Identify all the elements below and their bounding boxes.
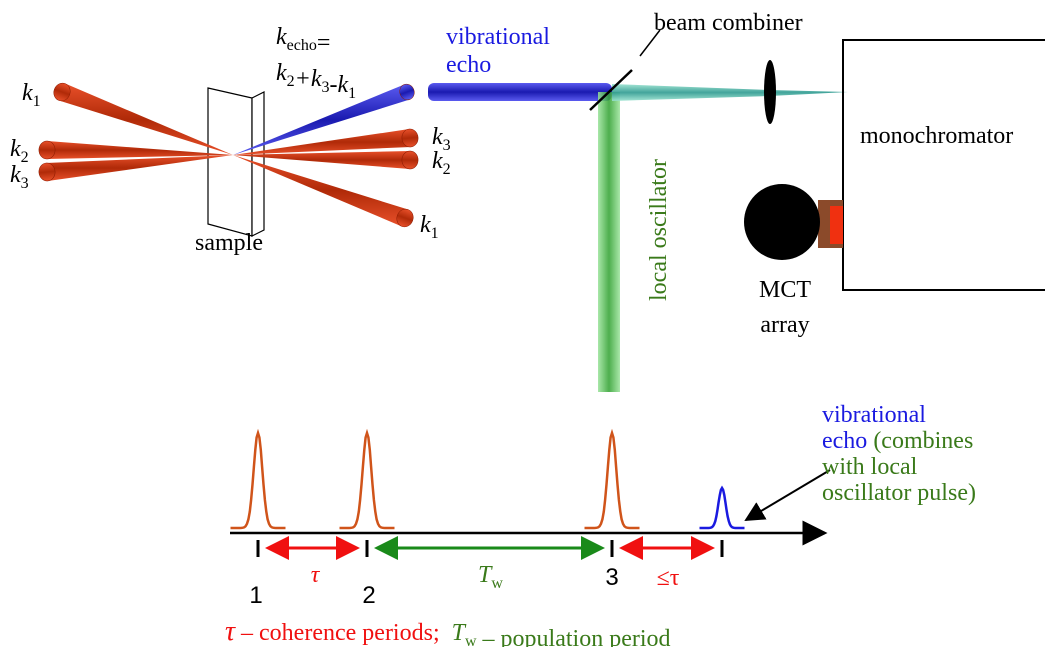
symbol: -k <box>330 72 349 98</box>
marker-label: 2 <box>362 582 375 609</box>
caption-tau-desc: – coherence periods; <box>235 620 452 646</box>
symbol: k <box>432 124 443 150</box>
marker-label: 3 <box>605 564 618 591</box>
pulse <box>584 428 640 530</box>
beam <box>233 84 410 155</box>
pulse <box>230 428 286 530</box>
beam <box>46 155 233 181</box>
detector-label: MCT <box>759 277 811 303</box>
detector-label: array <box>760 312 809 338</box>
subscript: 2 <box>287 73 295 90</box>
caption-tw-desc: – population period <box>477 626 671 647</box>
subscript: w <box>491 575 503 592</box>
beam <box>46 141 234 159</box>
note-line: echo (combines <box>822 428 973 454</box>
symbol: k <box>10 136 21 162</box>
equals: = <box>317 30 331 56</box>
subscript: 1 <box>348 85 356 102</box>
symbol: k <box>276 60 287 86</box>
lens <box>764 60 776 124</box>
combined-beam <box>612 84 848 101</box>
beam-end <box>396 208 414 228</box>
beam-combiner <box>589 69 633 111</box>
local-oscillator-beam <box>598 92 620 392</box>
beam-combiner-label: beam combiner <box>654 10 803 36</box>
beam <box>233 155 409 227</box>
echo-label: echo <box>446 52 491 78</box>
subscript: 3 <box>21 175 29 192</box>
subscript: 2 <box>443 161 451 178</box>
symbol: k <box>432 148 443 174</box>
beam-label: k3 <box>10 162 29 192</box>
symbol: k <box>10 162 21 188</box>
note-echo: echo <box>822 428 867 454</box>
monochromator-box <box>842 39 1045 291</box>
monochromator-label: monochromator <box>860 123 1013 149</box>
echo-beam <box>428 83 612 101</box>
subscript: 3 <box>322 79 330 96</box>
pulse <box>699 485 745 530</box>
beam-label: k1 <box>420 212 439 242</box>
subscript: 2 <box>21 149 29 166</box>
symbol: T <box>452 620 467 646</box>
marker-label: 1 <box>249 582 262 609</box>
caption-tau: τ <box>225 616 236 647</box>
subscript: 1 <box>431 225 439 242</box>
symbol: T <box>478 562 493 588</box>
beam-end <box>401 150 419 170</box>
sample-slab <box>207 87 253 237</box>
local-oscillator-label: local oscillator <box>646 159 672 301</box>
subscript: w <box>465 633 477 647</box>
beam <box>233 151 411 169</box>
echo-wavevector-rhs: k2+k3-k1 <box>276 60 356 102</box>
symbol: +k <box>295 66 322 92</box>
subscript: 1 <box>33 93 41 110</box>
beam <box>233 129 411 155</box>
tw-label: Tw <box>478 562 503 592</box>
beam-end <box>399 83 415 101</box>
beam-label: k3 <box>432 124 451 154</box>
symbol: k <box>420 212 431 238</box>
note-line: with local <box>822 454 918 480</box>
subscript: 3 <box>443 137 451 154</box>
sample-label: sample <box>195 230 263 256</box>
note-line: oscillator pulse) <box>822 480 976 506</box>
beam-end <box>38 162 56 182</box>
le-tau-label: ≤τ <box>657 565 680 591</box>
note-arrow <box>744 469 831 522</box>
optics <box>38 29 1045 560</box>
beam <box>58 83 233 155</box>
echo-label: vibrational <box>446 24 550 50</box>
echo-wavevector: kecho= <box>276 24 330 56</box>
tau-label: τ <box>311 562 321 588</box>
beam-label: k2 <box>432 148 451 178</box>
beam-end <box>38 140 56 160</box>
caption: τ – coherence periods; Tw – population p… <box>225 616 671 647</box>
pointer <box>639 29 661 57</box>
note-lo: (combines <box>873 428 973 454</box>
symbol: k <box>22 80 33 106</box>
beam-label: k2 <box>10 136 29 166</box>
note-line: vibrational <box>822 402 926 428</box>
symbol: k <box>276 24 287 50</box>
beam-end <box>401 128 419 148</box>
detector-window <box>830 206 843 244</box>
beam-end <box>53 82 71 102</box>
pulse <box>339 428 395 530</box>
mct-detector <box>744 184 820 260</box>
subscript: echo <box>287 37 317 54</box>
beam-label: k1 <box>22 80 41 110</box>
